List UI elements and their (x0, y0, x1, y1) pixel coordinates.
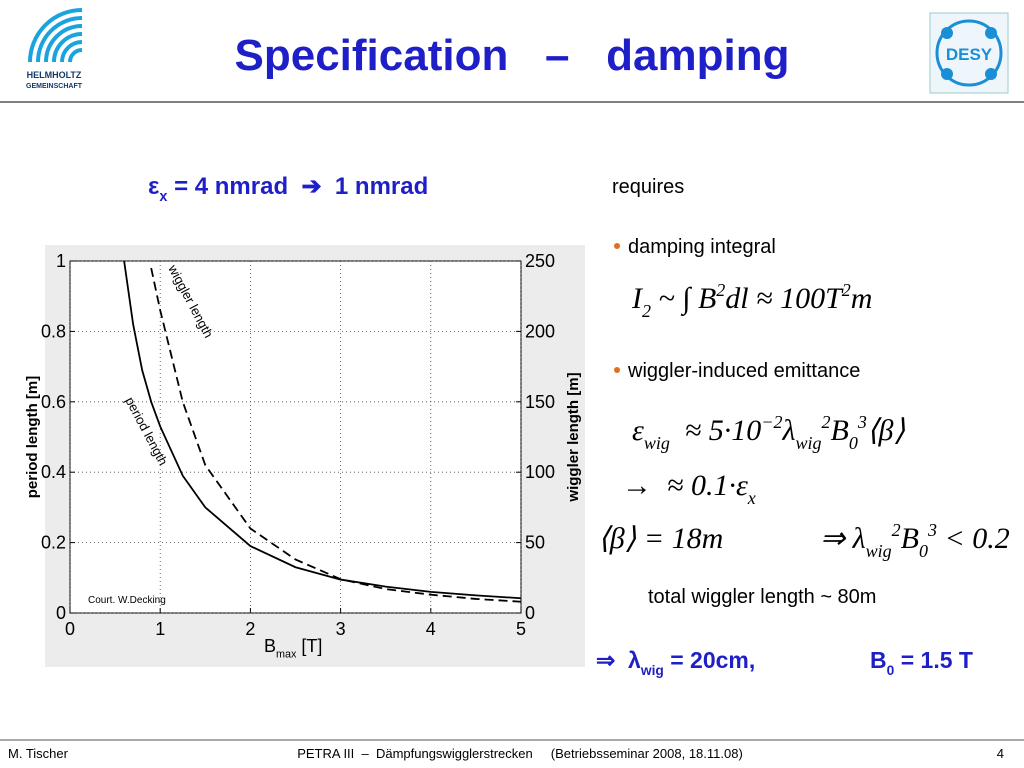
y-tick-label: 0 (56, 603, 66, 623)
bullet-text: wiggler-induced emittance (627, 360, 860, 382)
text-part: ε (632, 414, 644, 447)
text-part: [T] (296, 636, 322, 656)
text-part: 2 (716, 280, 725, 300)
text-part: 2 (821, 412, 830, 432)
formula: ⇒ λwig2B03 < 0.2 (820, 520, 1010, 561)
formula: I2 ~ ∫ B2dl ≈ 100T2m (631, 280, 872, 321)
series-line (123, 260, 522, 600)
logo-text: GEMEINSCHAFT (26, 83, 83, 90)
result: B0 = 1.5 T (870, 647, 973, 678)
y2-tick-label: 100 (525, 462, 555, 482)
formula: → ≈ 0.1·εx (622, 469, 756, 508)
y2-axis-label: wiggler length [m] (565, 372, 582, 502)
text-part: wig (795, 433, 821, 453)
text-part: −2 (761, 412, 782, 432)
text-part: x (747, 488, 756, 508)
text-part: 2 (842, 280, 851, 300)
text-part: ⟨β⟩ = 18m (598, 522, 723, 555)
text-part: B (870, 647, 887, 673)
formula: ⟨β⟩ = 18m (598, 522, 723, 555)
text-part: wig (866, 541, 892, 561)
text-part: 3 (927, 520, 937, 540)
result: ⇒ λwig = 20cm, (596, 647, 755, 678)
y2-tick-label: 50 (525, 533, 545, 553)
logo-text: DESY (946, 45, 993, 64)
x-tick-label: 4 (426, 619, 436, 639)
text-part: → ≈ 0.1·ε (622, 469, 748, 502)
text-part: wig (644, 433, 670, 453)
text-part: 0 (887, 663, 895, 678)
text-part: ⟨β⟩ (867, 414, 906, 447)
x-tick-label: 0 (65, 619, 75, 639)
page-number: 4 (997, 746, 1004, 761)
bullet-text: damping integral (628, 236, 776, 258)
y-tick-label: 0.2 (41, 533, 66, 553)
footer-author: M. Tischer (8, 746, 69, 761)
y-tick-label: 0.8 (41, 321, 66, 341)
text-part: 2 (642, 301, 651, 321)
text-part: max (276, 648, 297, 660)
y-tick-label: 1 (56, 251, 66, 271)
desy-logo (929, 12, 1009, 94)
x-tick-label: 3 (336, 619, 346, 639)
text-part: 0 (849, 433, 858, 453)
text: total wiggler length ~ 80m (648, 586, 876, 608)
text-part: x (159, 189, 167, 205)
text-part: B (264, 636, 276, 656)
x-tick-label: 2 (245, 619, 255, 639)
logo-text: HELMHOLTZ (27, 70, 82, 80)
text-part: λ (781, 414, 795, 447)
y2-tick-label: 150 (525, 392, 555, 412)
bullet (614, 367, 620, 373)
y2-tick-label: 250 (525, 251, 555, 271)
text-part: = 4 nmrad ➔ 1 nmrad (167, 173, 428, 200)
bullet (614, 243, 620, 249)
formula: εwig ≈ 5·10−2λwig2B03⟨β⟩ (632, 412, 905, 453)
text-part: B (901, 522, 919, 555)
text-part: = 1.5 T (894, 647, 973, 673)
y-axis-label: period length [m] (24, 376, 41, 499)
text-part: dl ≈ 100T (725, 282, 844, 315)
series-line (150, 267, 522, 603)
x-tick-label: 1 (155, 619, 165, 639)
text-part: 0 (919, 541, 928, 561)
slide-title: Specification – damping (235, 31, 790, 80)
text-part: I (631, 282, 644, 315)
x-axis-label: Bmax [T] (264, 636, 322, 660)
text-part: wig (640, 663, 664, 678)
text-part: ~ ∫ B (651, 282, 716, 317)
text-part: ⇒ λ (596, 647, 641, 673)
y2-tick-label: 0 (525, 603, 535, 623)
x-tick-label: 5 (516, 619, 526, 639)
text-part: ⇒ λ (820, 522, 866, 555)
text-part: < 0.2 (937, 522, 1010, 555)
y2-tick-label: 200 (525, 321, 555, 341)
text-part: ≈ 5·10 (670, 414, 761, 447)
text: requires (612, 176, 684, 198)
text-part: 2 (892, 520, 901, 540)
plot-area (69, 260, 522, 614)
text-part: B (830, 414, 848, 447)
y-tick-label: 0.4 (41, 462, 66, 482)
credit: Court. W.Decking (88, 595, 166, 606)
y-tick-label: 0.6 (41, 392, 66, 412)
text-part: 3 (857, 412, 867, 432)
footer-text: PETRA III – Dämpfungswigglerstrecken (Be… (297, 746, 743, 761)
text-part: = 20cm, (664, 647, 755, 673)
heading: εx = 4 nmrad ➔ 1 nmrad (148, 173, 428, 205)
text-part: ε (148, 173, 159, 200)
helmholtz-logo (28, 8, 83, 63)
text-part: m (851, 282, 873, 315)
